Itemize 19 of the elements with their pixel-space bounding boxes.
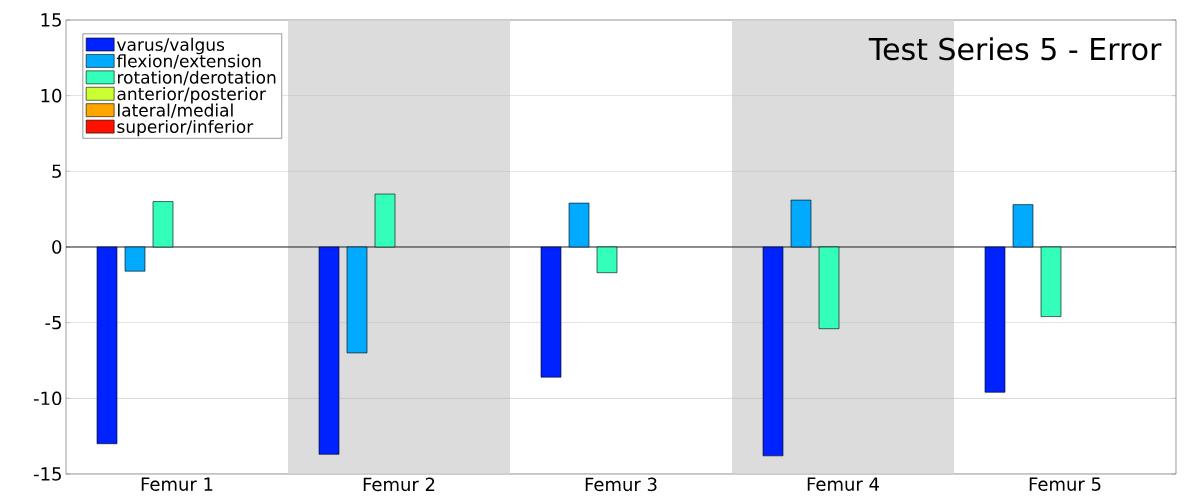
y-tick-label: 10 (41, 88, 62, 103)
y-tick-label: 5 (52, 164, 61, 179)
legend-label: superior/inferior (117, 119, 254, 137)
x-tick-label: Femur 5 (1029, 477, 1101, 491)
legend-label: lateral/medial (118, 103, 233, 118)
x-tick-label: Femur 4 (807, 477, 879, 491)
legend-label: flexion/extension (116, 54, 261, 69)
y-tick-label: -5 (45, 315, 61, 330)
legend-label: rotation/derotation (118, 70, 276, 86)
y-tick-label: 15 (41, 13, 61, 27)
chart-title: Test Series 5 - Error (868, 37, 1162, 61)
legend-label: varus/valgus (116, 37, 225, 55)
y-tick-label: -15 (33, 467, 61, 481)
legend-label: anterior/posterior (117, 87, 266, 104)
x-tick-label: Femur 1 (141, 477, 213, 491)
y-tick-label: -10 (33, 391, 62, 406)
x-tick-label: Femur 2 (363, 477, 435, 492)
y-tick-label: 0 (52, 240, 62, 254)
x-tick-label: Femur 3 (585, 477, 657, 492)
